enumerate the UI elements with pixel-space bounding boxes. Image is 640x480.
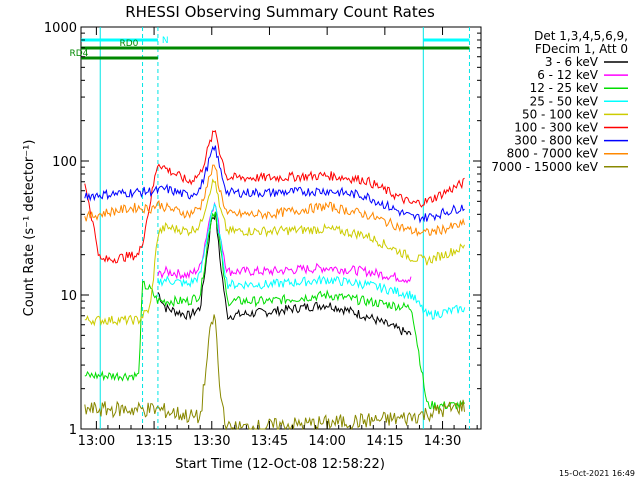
- legend-label: 300 - 800 keV: [514, 134, 598, 148]
- annotation-bars: N RD0 RD4: [69, 36, 470, 60]
- chart-title: RHESSI Observing Summary Count Rates: [125, 3, 435, 21]
- series-line-1: [157, 201, 412, 284]
- y-tick-label: 1: [69, 423, 77, 438]
- legend-label: 3 - 6 keV: [545, 55, 599, 69]
- y-tick-label: 100: [52, 155, 77, 170]
- legend-label: 6 - 12 keV: [537, 68, 599, 82]
- x-tick-label: 14:00: [308, 434, 345, 449]
- vertical-markers: [99, 27, 470, 429]
- x-tick-label: 13:45: [251, 434, 288, 449]
- x-tick-label: 13:15: [135, 434, 172, 449]
- x-tick-label: 13:00: [78, 434, 115, 449]
- series-line-7: [84, 164, 465, 237]
- legend-label: 50 - 100 keV: [522, 107, 599, 121]
- annotation-label-rd0: RD0: [119, 39, 138, 49]
- x-axis-label: Start Time (12-Oct-08 12:58:22): [175, 457, 385, 472]
- x-axis: 13:00 13:15 13:30 13:45 14:00 14:15 14:30: [78, 27, 478, 449]
- legend-label: 25 - 50 keV: [530, 94, 599, 108]
- y-axis: 1 10 100 1000: [44, 21, 481, 438]
- legend-label: 7000 - 15000 keV: [491, 160, 598, 174]
- legend-label: 800 - 7000 keV: [507, 147, 599, 161]
- legend-header-line1: Det 1,3,4,5,6,9,: [534, 29, 628, 43]
- x-tick-label: 14:30: [424, 434, 461, 449]
- series-line-6: [84, 145, 465, 224]
- legend-label: 12 - 25 keV: [530, 81, 599, 95]
- legend-label: 100 - 300 keV: [514, 121, 598, 135]
- render-timestamp: 15-Oct-2021 16:49: [559, 469, 635, 478]
- series-line-5: [84, 129, 465, 264]
- x-tick-label: 14:15: [366, 434, 403, 449]
- series-line-8: [84, 314, 465, 431]
- y-axis-label: Count Rate (s⁻¹ detector⁻¹): [22, 140, 37, 317]
- legend-header-line2: FDecim 1, Att 0: [535, 42, 628, 56]
- series-line-2: [84, 211, 465, 412]
- series-line-0: [157, 212, 412, 336]
- annotation-label-n: N: [162, 36, 169, 46]
- series-line-4: [84, 178, 465, 327]
- y-tick-label: 1000: [44, 21, 77, 36]
- series-line-3: [157, 202, 466, 320]
- x-tick-label: 13:30: [193, 434, 230, 449]
- annotation-label-rd4: RD4: [69, 49, 88, 59]
- y-tick-label: 10: [60, 289, 77, 304]
- series-group: [84, 129, 466, 431]
